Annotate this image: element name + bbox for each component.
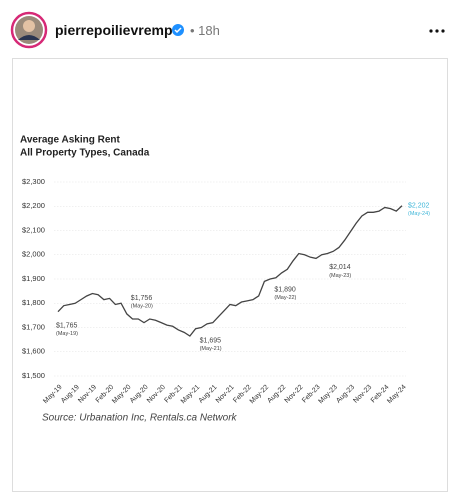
x-tick-label: May-22 <box>249 384 271 406</box>
x-tick-label: Nov-19 <box>77 384 98 405</box>
username[interactable]: pierrepoilievremp <box>55 22 173 38</box>
data-label: $1,765 <box>56 323 78 330</box>
header-graphics <box>10 11 445 49</box>
x-tick-label: May-23 <box>317 384 339 406</box>
chart-title: Average Asking Rent <box>20 135 121 146</box>
y-tick-label: $1,700 <box>22 322 45 331</box>
y-tick-label: $1,600 <box>22 347 45 356</box>
verified-check <box>174 27 182 34</box>
x-tick-label: May-19 <box>42 384 64 406</box>
data-label: $2,202 <box>408 203 430 210</box>
x-tick-label: Nov-20 <box>146 384 167 405</box>
story-ring <box>10 11 48 49</box>
post-header: pierrepoilievremp • 18h <box>0 0 460 58</box>
data-sublabel: (May-21) <box>200 346 222 352</box>
y-tick-label: $2,300 <box>22 177 45 186</box>
y-tick-label: $1,900 <box>22 274 45 283</box>
y-tick-label: $2,200 <box>22 201 45 210</box>
avatar-face <box>23 20 35 32</box>
data-label: $2,014 <box>329 264 351 271</box>
data-sublabel: (May-23) <box>329 273 351 279</box>
data-label: $1,890 <box>274 286 296 293</box>
x-tick-label: Nov-23 <box>352 384 373 405</box>
x-tick-label: May-21 <box>180 384 202 406</box>
menu-dot[interactable] <box>441 29 445 33</box>
data-sublabel: (May-19) <box>56 331 78 337</box>
x-tick-label: May-20 <box>111 384 133 406</box>
y-tick-label: $1,800 <box>22 298 45 307</box>
data-label: $1,756 <box>131 295 153 302</box>
y-tick-label: $1,500 <box>22 371 45 380</box>
source-note: Source: Urbanation Inc, Rentals.ca Netwo… <box>42 413 238 424</box>
x-tick-label: Nov-21 <box>215 384 236 405</box>
menu-dot[interactable] <box>435 29 439 33</box>
post-time: • 18h <box>190 23 220 38</box>
post-image <box>12 58 448 492</box>
chart-subtitle: All Property Types, Canada <box>20 148 150 159</box>
data-sublabel: (May-24) <box>408 211 430 217</box>
y-tick-label: $2,100 <box>22 225 45 234</box>
series-line <box>57 205 403 337</box>
x-tick-label: Nov-22 <box>284 384 305 405</box>
menu-dot[interactable] <box>429 29 433 33</box>
data-label: $1,695 <box>200 338 222 345</box>
data-sublabel: (May-22) <box>274 295 296 301</box>
avatar-body <box>18 35 40 40</box>
y-tick-label: $2,000 <box>22 250 45 259</box>
data-sublabel: (May-20) <box>131 303 153 309</box>
x-tick-label: May-24 <box>386 384 408 406</box>
